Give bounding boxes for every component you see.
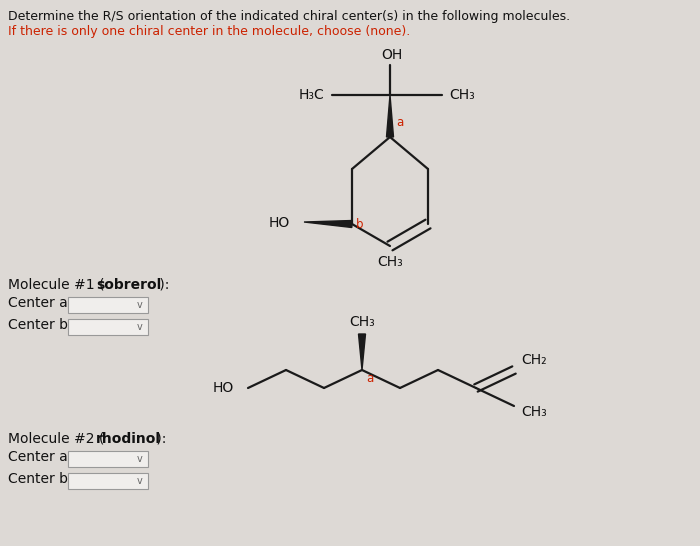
Text: If there is only one chiral center in the molecule, choose (none).: If there is only one chiral center in th…: [8, 25, 410, 38]
Text: Center b:: Center b:: [8, 472, 73, 486]
Polygon shape: [386, 95, 393, 137]
Text: v: v: [137, 454, 143, 464]
Text: a: a: [366, 371, 373, 384]
FancyBboxPatch shape: [68, 319, 148, 335]
Text: CH₃: CH₃: [377, 255, 403, 269]
FancyBboxPatch shape: [68, 451, 148, 467]
Text: ):: ):: [155, 278, 169, 292]
Polygon shape: [304, 221, 352, 228]
Text: a: a: [396, 116, 403, 129]
Text: v: v: [137, 300, 143, 310]
FancyBboxPatch shape: [68, 473, 148, 489]
Text: Center a:: Center a:: [8, 450, 72, 464]
Text: CH₂: CH₂: [522, 353, 547, 367]
Text: Center a:: Center a:: [8, 296, 72, 310]
Text: v: v: [137, 476, 143, 486]
Text: Center b:: Center b:: [8, 318, 73, 332]
FancyBboxPatch shape: [68, 297, 148, 313]
Text: rhodinol: rhodinol: [96, 432, 161, 446]
Text: Determine the R/S orientation of the indicated chiral center(s) in the following: Determine the R/S orientation of the ind…: [8, 10, 570, 23]
Text: v: v: [137, 322, 143, 332]
Text: OH: OH: [382, 48, 402, 62]
Text: sobrerol: sobrerol: [96, 278, 161, 292]
Text: HO: HO: [213, 381, 234, 395]
Text: CH₃: CH₃: [349, 315, 375, 329]
Text: CH₃: CH₃: [449, 88, 475, 102]
Text: H₃C: H₃C: [299, 88, 325, 102]
Polygon shape: [358, 334, 365, 370]
Text: Molecule #1 (: Molecule #1 (: [8, 278, 109, 292]
Text: CH₃: CH₃: [521, 405, 547, 419]
Text: ):: ):: [152, 432, 167, 446]
Text: HO: HO: [269, 216, 290, 230]
Text: Molecule #2 (: Molecule #2 (: [8, 432, 108, 446]
Text: b: b: [356, 218, 363, 232]
